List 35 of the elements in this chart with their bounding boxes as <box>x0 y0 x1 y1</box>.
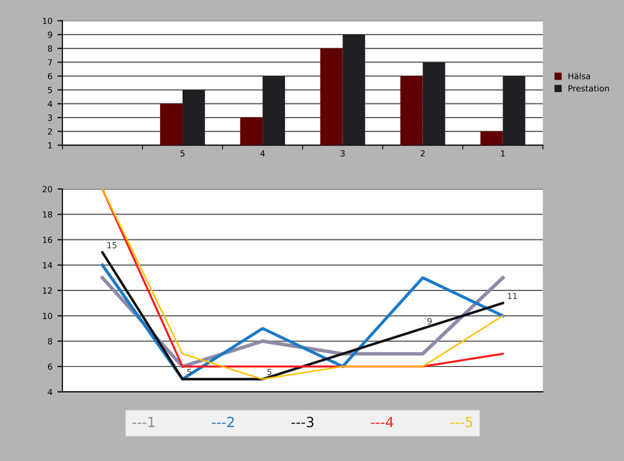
data-label: 11 <box>508 292 517 299</box>
x-tick-label: 1 <box>501 150 505 156</box>
text: ---2 <box>212 416 234 428</box>
y-tick-label: 8 <box>48 45 52 52</box>
y-tick-label: 20 <box>42 186 52 192</box>
y-tick-label: 6 <box>48 363 52 370</box>
y-tick-label: 10 <box>42 312 52 320</box>
x-tick-label: 3 <box>340 150 345 157</box>
y-tick-label: 3 <box>48 114 52 121</box>
y-tick-label: 10 <box>42 18 52 24</box>
data-label: 9 <box>427 318 432 324</box>
legend-label: Prestation <box>568 85 609 92</box>
x-tick-label: 4 <box>260 150 265 156</box>
y-tick-label: 1 <box>48 142 52 148</box>
text: ---4 <box>370 416 394 428</box>
y-tick-label: 2 <box>48 128 52 135</box>
y-tick-label: 12 <box>42 287 52 294</box>
data-label: 15 <box>108 242 116 248</box>
x-tick-label: 5 <box>180 150 184 157</box>
y-tick-label: 4 <box>48 100 52 107</box>
y-tick-label: 16 <box>42 236 52 244</box>
y-tick-label: 6 <box>48 73 52 80</box>
y-tick-label: 14 <box>42 262 52 268</box>
x-tick-label: 2 <box>420 150 425 156</box>
y-tick-label: 9 <box>48 32 52 38</box>
data-label: 5 <box>267 368 272 376</box>
y-tick-label: 18 <box>42 211 52 218</box>
y-tick-label: 8 <box>48 338 52 344</box>
legend-label: Hälsa <box>568 72 590 80</box>
text: ---1 <box>132 416 154 428</box>
y-tick-label: 4 <box>48 388 52 396</box>
y-tick-label: 5 <box>48 86 52 94</box>
text: ---3 <box>291 416 314 428</box>
y-tick-label: 7 <box>48 59 52 66</box>
text: ---5 <box>450 416 472 428</box>
